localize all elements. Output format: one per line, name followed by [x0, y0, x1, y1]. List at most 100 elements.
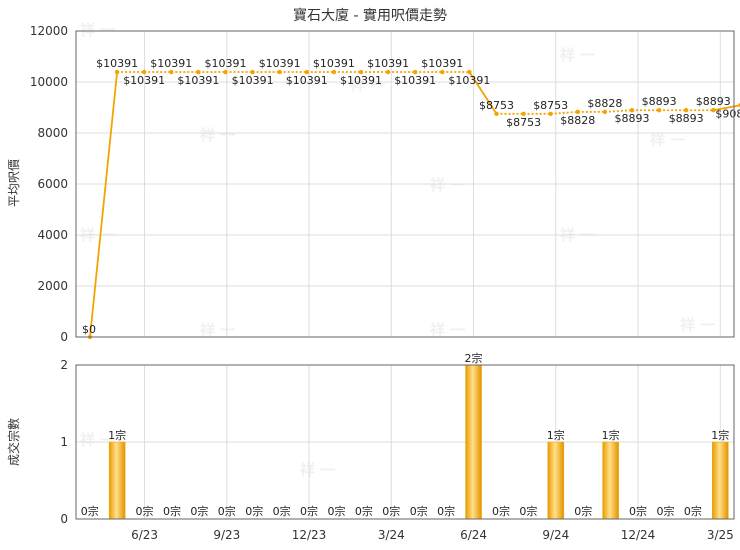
x-tick-label: 12/23 — [292, 528, 327, 542]
watermarks: 祥 一 祥 一 祥 一 祥 一 祥 一 祥 一 祥 一 祥 一 祥 一 祥 一 … — [80, 21, 715, 479]
line-series — [87, 69, 740, 340]
top-y-tick-label: 4000 — [37, 228, 68, 242]
line-point — [114, 69, 120, 75]
bar-series — [108, 364, 729, 520]
line-label: $10391 — [394, 74, 436, 87]
bar-label: 0宗 — [163, 504, 181, 518]
bar-label: 0宗 — [410, 504, 428, 518]
bar — [465, 364, 482, 520]
x-tick-label: 3/24 — [378, 528, 405, 542]
svg-text:祥 一: 祥 一 — [80, 21, 115, 39]
line-point — [142, 69, 147, 75]
bar-label: 0宗 — [437, 504, 455, 518]
svg-text:祥 一: 祥 一 — [430, 321, 465, 339]
line-point — [711, 108, 716, 113]
line-point — [602, 109, 608, 115]
bar-label: 0宗 — [300, 504, 318, 518]
line-segment — [550, 110, 578, 115]
line-point — [684, 108, 689, 113]
svg-text:祥 一: 祥 一 — [430, 176, 465, 194]
line-point — [494, 111, 499, 116]
svg-text:祥 一: 祥 一 — [350, 76, 385, 94]
svg-text:祥 一: 祥 一 — [80, 431, 115, 449]
line-label: $10391 — [177, 74, 219, 87]
line-label: $10391 — [123, 74, 165, 87]
line-point — [331, 69, 337, 75]
bar-label: 0宗 — [218, 504, 236, 518]
line-label: $0 — [82, 323, 96, 336]
line-label: $8753 — [533, 99, 568, 112]
line-point — [196, 69, 201, 75]
line-label: $8893 — [669, 112, 704, 125]
bar-label: 0宗 — [245, 504, 263, 518]
line-segment — [89, 71, 118, 338]
line-label: $10391 — [313, 57, 355, 70]
line-point — [548, 111, 553, 116]
bottom-y-axis-title: 成交宗數 — [6, 418, 21, 466]
line-data-labels: $0 $10391 $10391 $10391 $10391 $10391 $10391 $1… — [82, 57, 740, 336]
bar-label: 2宗 — [465, 351, 483, 365]
bar-label: 0宗 — [656, 504, 674, 518]
svg-text:祥 一: 祥 一 — [200, 126, 235, 144]
line-label: $10391 — [205, 57, 247, 70]
x-axis-ticks: 6/23 9/23 12/23 3/24 6/24 9/24 12/24 3/25 — [131, 528, 734, 542]
x-tick-label: 3/25 — [707, 528, 734, 542]
line-point — [358, 69, 364, 75]
x-tick-label: 6/24 — [460, 528, 487, 542]
line-point — [277, 69, 282, 75]
line-label: $10391 — [286, 74, 328, 87]
bar-label: 0宗 — [190, 504, 208, 518]
line-label: $10391 — [340, 74, 382, 87]
svg-text:祥 一: 祥 一 — [560, 46, 595, 64]
line-label: $8893 — [696, 95, 731, 108]
bar-label: 0宗 — [629, 504, 647, 518]
bar — [712, 441, 729, 520]
bottom-y-tick-label: 0 — [60, 512, 68, 526]
line-label: $10391 — [150, 57, 192, 70]
line-segment — [468, 71, 498, 115]
line-segment — [713, 104, 740, 112]
line-label: $10391 — [367, 57, 409, 70]
bottom-y-axis-ticks: 0 1 2 — [60, 358, 68, 526]
top-y-tick-label: 12000 — [30, 24, 68, 38]
svg-text:祥 一: 祥 一 — [680, 316, 715, 334]
x-tick-label: 9/24 — [542, 528, 569, 542]
line-label: $10391 — [421, 57, 463, 70]
bar-data-labels: 0宗 1宗 0宗 0宗 0宗 0宗 0宗 0宗 0宗 0宗 0宗 0宗 0宗 0宗 2宗 0宗 0宗 1宗 0宗 1宗… — [81, 351, 730, 518]
svg-text:祥 一: 祥 一 — [650, 131, 685, 149]
svg-text:祥 一: 祥 一 — [200, 321, 235, 339]
x-tick-label: 12/24 — [621, 528, 656, 542]
chart-title: 寶石大廈 - 實用呎價走勢 — [293, 7, 447, 24]
x-tick-label: 9/23 — [213, 528, 240, 542]
line-point — [385, 69, 391, 75]
line-label: $10391 — [259, 57, 301, 70]
bar-label: 0宗 — [519, 504, 537, 518]
bar-label: 1宗 — [602, 428, 620, 442]
bottom-y-tick-label: 2 — [60, 358, 68, 372]
line-segment — [604, 109, 633, 113]
bar-label: 0宗 — [273, 504, 291, 518]
line-label: $8893 — [615, 112, 650, 125]
top-y-tick-label: 0 — [60, 330, 68, 344]
line-point — [169, 69, 174, 75]
line-label: $8828 — [560, 114, 595, 127]
line-label: $8893 — [642, 95, 677, 108]
line-point — [250, 69, 255, 75]
bottom-plot-frame — [75, 364, 735, 520]
x-tick-label: 6/23 — [131, 528, 158, 542]
bar-label: 0宗 — [382, 504, 400, 518]
line-label: $9088 — [715, 107, 740, 120]
top-y-axis-ticks: 0 2000 4000 6000 8000 10000 12000 — [30, 24, 68, 344]
bar-label: 1宗 — [547, 428, 565, 442]
bar-label: 0宗 — [327, 504, 345, 518]
line-label: $10391 — [232, 74, 274, 87]
line-point — [521, 111, 526, 116]
bar-label: 0宗 — [574, 504, 592, 518]
line-point — [656, 108, 662, 113]
top-y-tick-label: 10000 — [30, 75, 68, 89]
bar-label: 0宗 — [684, 504, 702, 518]
line-point — [467, 69, 472, 75]
top-plot-frame — [75, 30, 735, 338]
top-y-tick-label: 8000 — [37, 126, 68, 140]
